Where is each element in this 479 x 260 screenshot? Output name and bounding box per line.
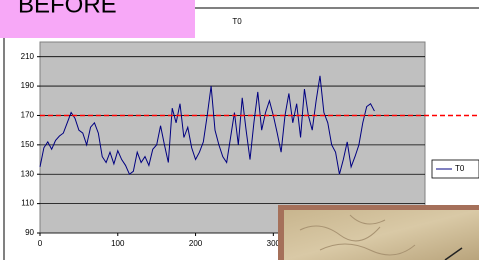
- plot-area: [40, 42, 425, 233]
- y-tick-label: 150: [21, 140, 35, 149]
- x-tick-label: 200: [189, 239, 203, 248]
- x-tick-label: 0: [38, 239, 43, 248]
- y-tick-label: 130: [21, 169, 35, 178]
- screen: BEFORE T0 901101301501701902100100200300…: [0, 0, 479, 260]
- photo: [284, 210, 479, 260]
- before-label: BEFORE: [18, 0, 117, 18]
- legend: T0: [432, 160, 479, 178]
- y-tick-label: 170: [21, 111, 35, 120]
- y-tick-label: 190: [21, 81, 35, 90]
- legend-label: T0: [455, 164, 465, 173]
- y-tick-label: 110: [21, 199, 34, 208]
- y-tick-label: 90: [25, 228, 34, 237]
- y-tick-label: 210: [21, 52, 35, 61]
- x-tick-label: 100: [111, 239, 125, 248]
- chart-title: T0: [232, 17, 242, 26]
